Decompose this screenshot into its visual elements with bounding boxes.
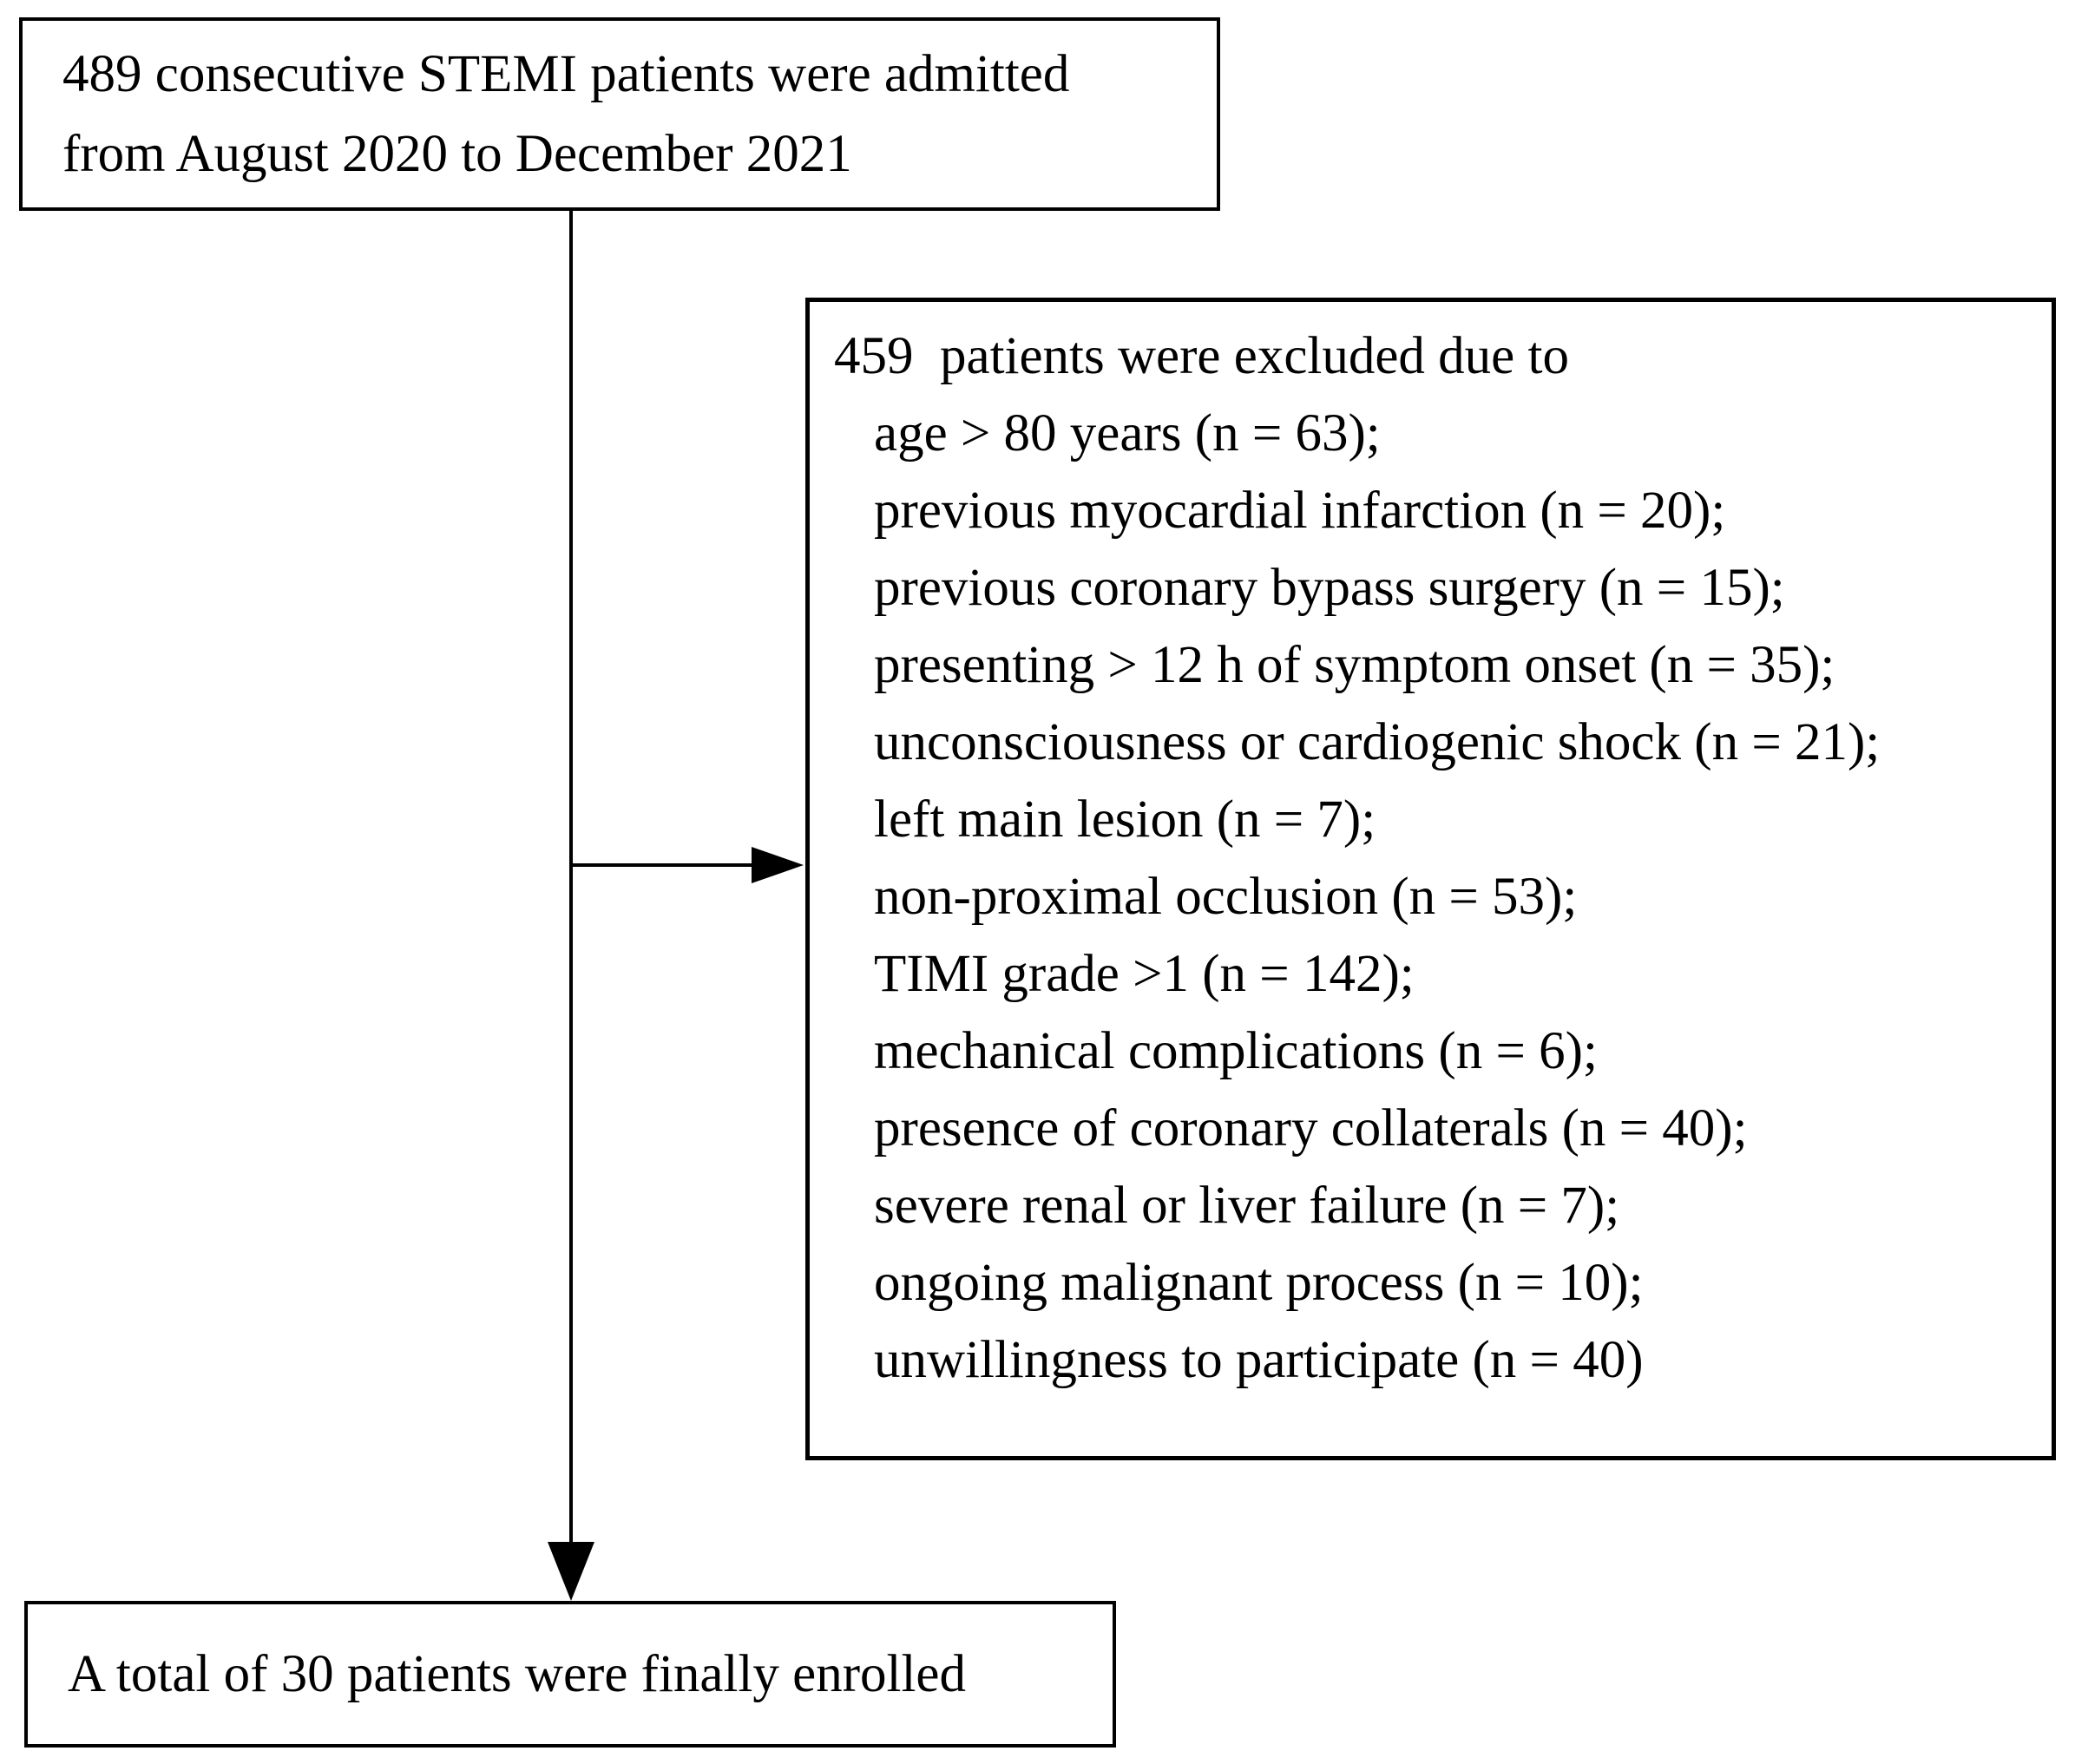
excluded-reason-bypass-surgery: previous coronary bypass surgery (n = 15… [874, 559, 1785, 617]
excluded-reason-malignant-process: ongoing malignant process (n = 10); [874, 1254, 1644, 1312]
connector-horizontal-line [571, 863, 753, 867]
excluded-heading: 459 patients were excluded due to [834, 327, 1569, 385]
excluded-reason-coronary-collaterals: presence of coronary collaterals (n = 40… [874, 1099, 1748, 1157]
excluded-reason-timi-grade: TIMI grade >1 (n = 142); [874, 945, 1415, 1003]
excluded-reason-age: age > 80 years (n = 63); [874, 404, 1381, 462]
enrolled-text: A total of 30 patients were finally enro… [68, 1644, 967, 1703]
excluded-reason-unwillingness: unwillingness to participate (n = 40) [874, 1331, 1644, 1389]
excluded-reason-late-presentation: presenting > 12 h of symptom onset (n = … [874, 636, 1835, 694]
excluded-reason-shock: unconsciousness or cardiogenic shock (n … [874, 713, 1881, 771]
excluded-reason-renal-liver-failure: severe renal or liver failure (n = 7); [874, 1177, 1620, 1235]
arrow-right-head-icon [752, 847, 804, 883]
admitted-text-line-1: 489 consecutive STEMI patients were admi… [62, 44, 1070, 103]
connector-vertical-line [569, 211, 573, 1544]
arrow-down-head-icon [548, 1542, 594, 1601]
enrolled-box: A total of 30 patients were finally enro… [24, 1601, 1116, 1748]
excluded-box: 459 patients were excluded due to age > … [805, 298, 2056, 1460]
excluded-reason-left-main-lesion: left main lesion (n = 7); [874, 790, 1376, 849]
excluded-reason-previous-mi: previous myocardial infarction (n = 20); [874, 482, 1726, 540]
admitted-text-line-2: from August 2020 to December 2021 [62, 124, 852, 183]
excluded-reason-non-proximal-occlusion: non-proximal occlusion (n = 53); [874, 868, 1578, 926]
admitted-box: 489 consecutive STEMI patients were admi… [19, 17, 1220, 211]
excluded-reason-mechanical-complications: mechanical complications (n = 6); [874, 1022, 1598, 1080]
